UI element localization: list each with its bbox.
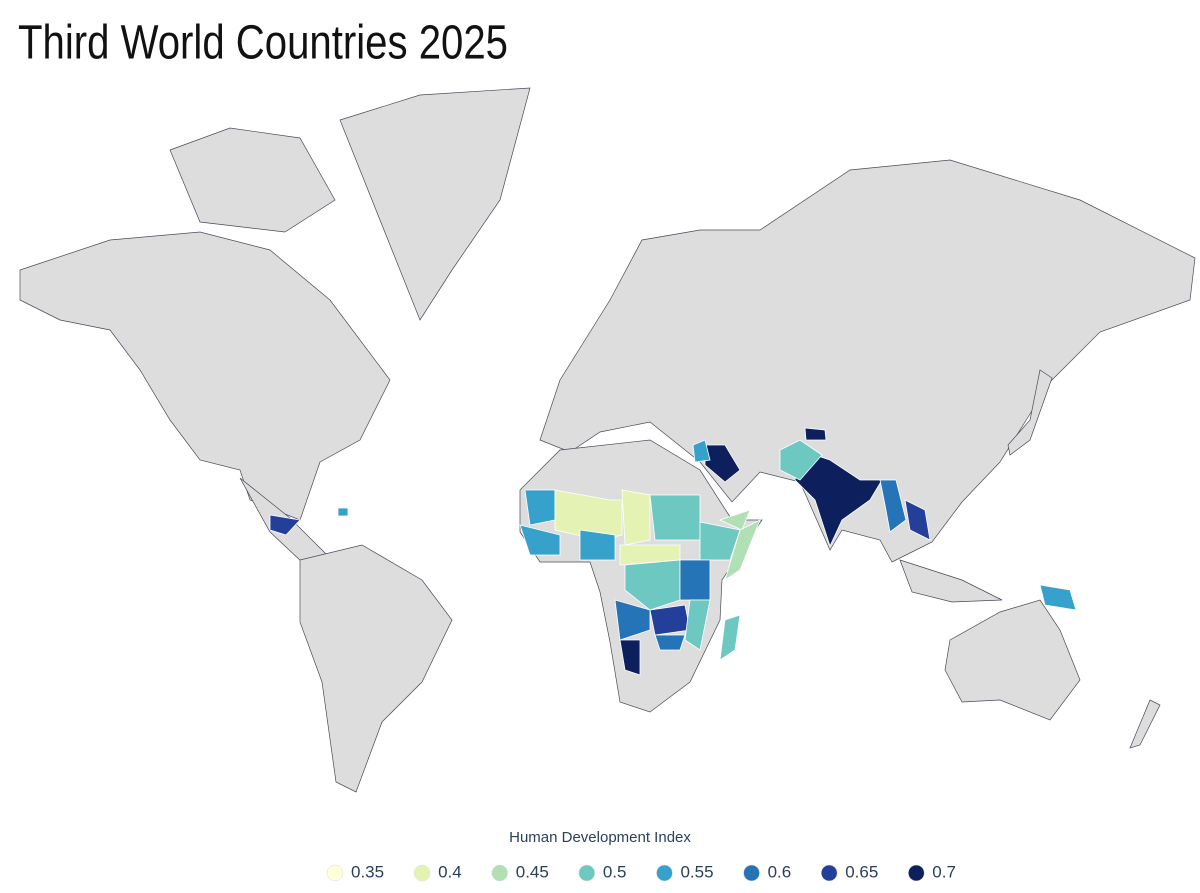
- country: [649, 604, 691, 636]
- country: [1039, 584, 1077, 611]
- country: [337, 507, 349, 517]
- legend-swatch: [578, 864, 596, 882]
- country: [724, 519, 761, 581]
- country: [654, 634, 686, 651]
- country: [718, 509, 751, 531]
- legend-label: 0.4: [438, 862, 462, 881]
- country: [704, 444, 741, 483]
- legend-swatch: [820, 864, 838, 882]
- page-title: Third World Countries 2025: [18, 17, 508, 70]
- legend-swatch: [656, 864, 673, 882]
- country: [519, 524, 561, 556]
- japan: [1007, 369, 1053, 456]
- country: [649, 494, 701, 541]
- legend-label: 0.55: [680, 862, 713, 881]
- country: [804, 427, 827, 441]
- legend-swatch: [413, 864, 431, 882]
- north-america: [19, 231, 391, 521]
- land: [19, 87, 1196, 793]
- country: [614, 599, 651, 641]
- country: [554, 489, 623, 541]
- country: [624, 559, 681, 611]
- legend-swatch: [326, 864, 344, 882]
- legend-swatch: [908, 864, 925, 882]
- legend-swatch: [743, 864, 760, 882]
- country: [779, 439, 823, 481]
- legend-label: 0.65: [845, 862, 878, 881]
- country: [904, 499, 931, 541]
- legend: 0.35 0.4 0.45 0.5 0.55 0.6 0.65 0.7: [326, 862, 956, 882]
- arctic-islands: [169, 127, 336, 233]
- south-america: [299, 544, 453, 793]
- country: [579, 529, 616, 561]
- new-zealand: [1129, 699, 1161, 749]
- legend-label: 0.45: [516, 862, 549, 881]
- greenland: [339, 87, 531, 321]
- highlighted-countries: [269, 427, 1077, 676]
- country: [269, 514, 301, 536]
- legend-label: 0.6: [768, 862, 792, 881]
- legend-label: 0.7: [932, 862, 956, 881]
- eurasia: [539, 159, 1196, 563]
- country: [719, 614, 741, 661]
- country: [524, 489, 556, 526]
- country: [679, 559, 711, 601]
- country: [621, 489, 651, 546]
- australia: [944, 599, 1081, 721]
- country: [692, 439, 711, 463]
- country: [794, 449, 883, 548]
- country: [699, 521, 741, 561]
- legend-label: 0.5: [603, 862, 627, 881]
- country: [619, 639, 641, 676]
- country: [684, 599, 711, 651]
- indonesia: [899, 559, 1003, 603]
- country: [879, 479, 907, 533]
- legend-swatch: [491, 864, 508, 882]
- legend-label: 0.35: [351, 862, 384, 881]
- legend-title: Human Development Index: [509, 829, 691, 846]
